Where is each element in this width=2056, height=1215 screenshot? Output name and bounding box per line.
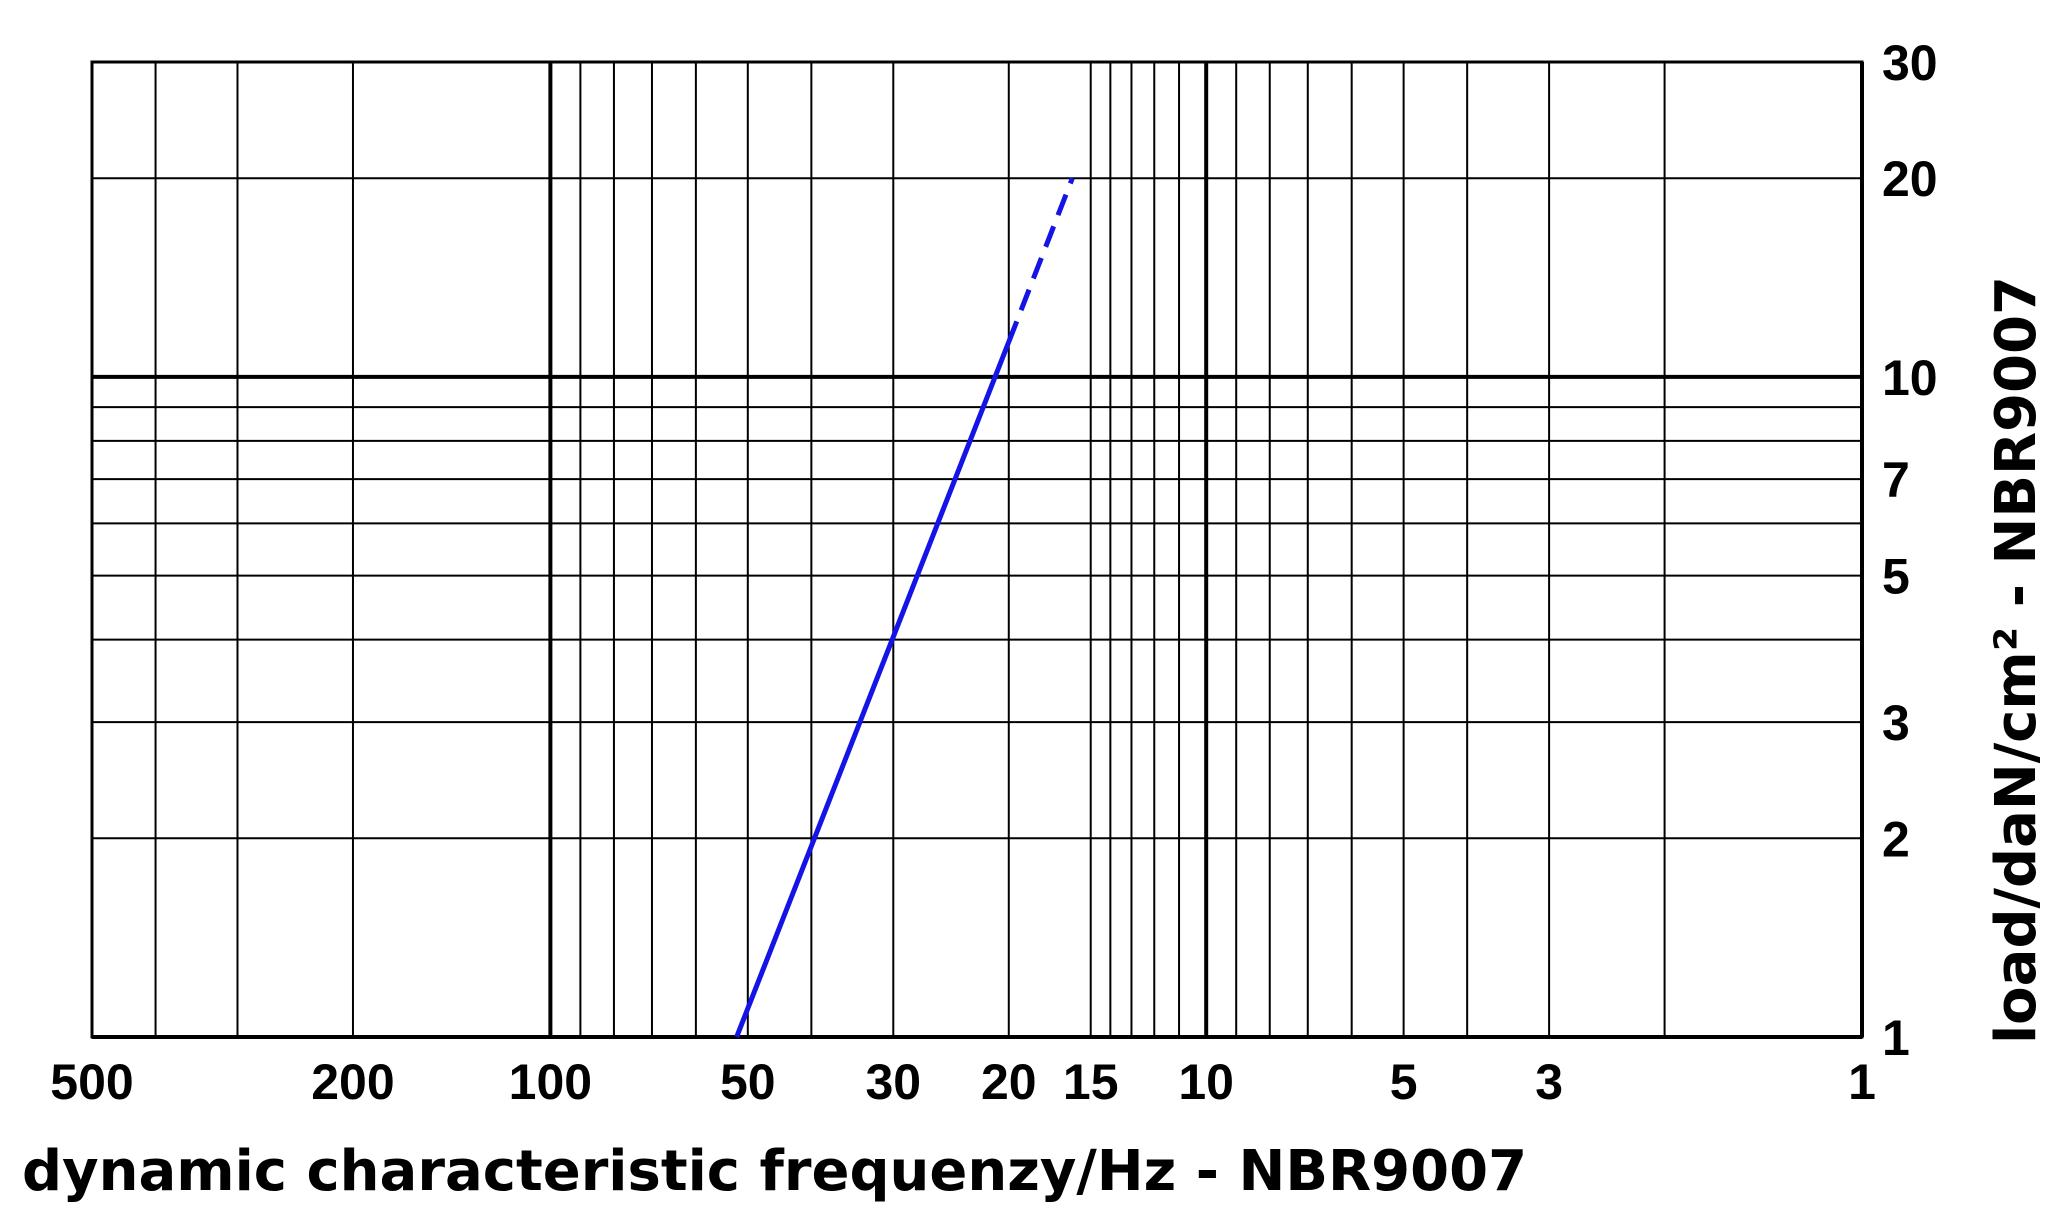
x-tick-label: 5 [1390,1054,1418,1110]
y-tick-label: 30 [1882,35,1938,91]
y-tick-label: 7 [1882,452,1910,508]
plot-area [90,60,1864,1039]
y-tick-label: 3 [1882,695,1910,751]
data-line [734,340,1012,1038]
x-tick-label: 100 [509,1054,592,1110]
x-tick-label: 200 [311,1054,394,1110]
x-axis-title: dynamic characteristic frequenzy/Hz - NB… [22,1139,1527,1204]
y-axis-title: load/daN/cm² - NBR9007 [1984,276,2049,1044]
x-tick-label: 500 [50,1054,133,1110]
x-tick-label: 10 [1178,1054,1234,1110]
x-tick-label: 30 [865,1054,921,1110]
data-line [1006,177,1075,343]
y-tick-label: 2 [1882,811,1910,867]
x-tick-label: 20 [981,1054,1037,1110]
x-tick-label: 15 [1063,1054,1119,1110]
y-tick-label: 1 [1882,1010,1910,1066]
x-tick-label: 50 [720,1054,776,1110]
y-tick-label: 10 [1882,350,1938,406]
x-tick-label: 1 [1848,1054,1876,1110]
y-tick-label: 20 [1882,151,1938,207]
y-tick-label: 5 [1882,549,1910,605]
x-tick-label: 3 [1535,1054,1563,1110]
